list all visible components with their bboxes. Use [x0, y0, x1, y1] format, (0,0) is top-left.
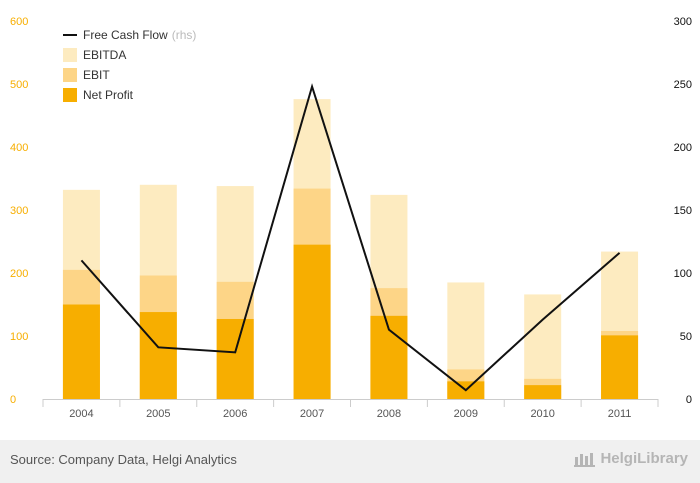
combo-chart: 0 100 200 300 400 500 600 0 50 100 150 200 250 300 200…	[10, 16, 692, 420]
line-free-cash-flow	[80, 83, 621, 392]
x-tick-label: 2006	[223, 408, 247, 420]
legend-label: Free Cash Flow	[83, 28, 168, 42]
library-icon	[574, 452, 596, 467]
y-left-tick-label: 500	[10, 79, 28, 91]
legend-label-suffix: (rhs)	[172, 28, 197, 42]
brand-name: HelgiLibrary	[600, 450, 688, 467]
y-right-tick-label: 100	[674, 268, 692, 280]
legend-label: EBIT	[83, 68, 110, 82]
bar-net-profit	[62, 304, 100, 399]
y-right-tick-label: 150	[674, 205, 692, 217]
y-left-tick-label: 0	[10, 394, 16, 406]
x-tick-label: 2009	[454, 408, 478, 420]
brand-logo[interactable]: HelgiLibrary	[574, 450, 688, 467]
x-tick-label: 2011	[608, 408, 632, 420]
y-left-tick-label: 100	[10, 331, 28, 343]
x-tick-label: 2007	[300, 408, 324, 420]
chart-area: 0 100 200 300 400 500 600 0 50 100 150 200 250 300 200…	[10, 16, 692, 420]
x-tick-label: 2010	[530, 408, 554, 420]
y-right-tick-label: 250	[674, 79, 692, 91]
y-left-tick-label: 200	[10, 268, 28, 280]
bar-net-profit	[139, 312, 177, 399]
source-note: Source: Company Data, Helgi Analytics	[10, 452, 237, 467]
legend-box-marker	[63, 88, 77, 102]
x-tick-label: 2005	[146, 408, 170, 420]
y-left-tick-label: 400	[10, 142, 28, 154]
y-right-tick-label: 300	[674, 16, 692, 28]
x-tick-label: 2008	[377, 408, 401, 420]
y-right-tick-label: 200	[674, 142, 692, 154]
legend-label: EBITDA	[83, 48, 126, 62]
legend-box-marker	[63, 68, 77, 82]
y-right-tick-label: 50	[680, 331, 692, 343]
footer: Source: Company Data, Helgi Analytics He…	[0, 440, 700, 483]
bar-net-profit	[293, 244, 331, 399]
y-right-tick-label: 0	[686, 394, 692, 406]
bar-net-profit	[216, 318, 254, 399]
x-tick-label: 2004	[69, 408, 93, 420]
y-left-tick-label: 300	[10, 205, 28, 217]
y-left-tick-label: 600	[10, 16, 28, 28]
bar-net-profit	[524, 385, 562, 399]
bar-net-profit	[601, 335, 639, 399]
legend-label: Net Profit	[83, 88, 134, 102]
legend-box-marker	[63, 48, 77, 62]
